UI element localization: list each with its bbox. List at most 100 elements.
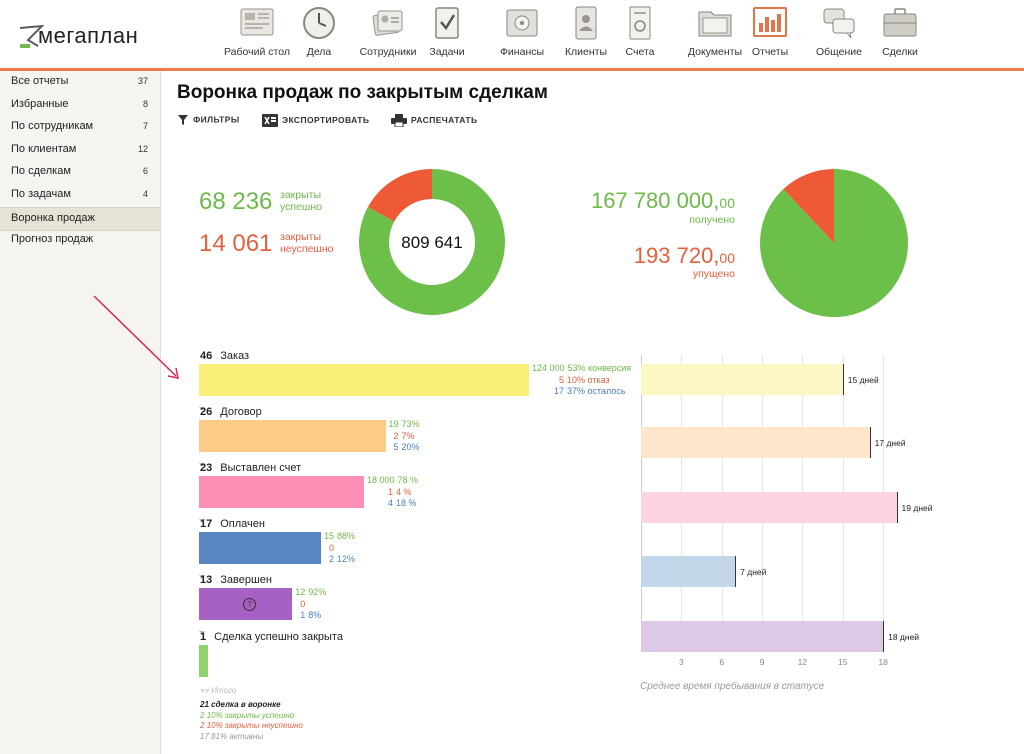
won-label-line1: закрыты [280, 189, 321, 201]
nav-item-desktop[interactable]: Рабочий стол [219, 4, 295, 62]
received-amount-int: 167 780 000, [590, 188, 720, 213]
funnel-stage-name: Завершен [220, 574, 272, 586]
logo-icon[interactable] [18, 20, 44, 50]
logo-text[interactable]: мегаплан [38, 23, 139, 48]
summary-line: 21 сделка в воронке [200, 700, 281, 709]
time-chart-bar[interactable] [641, 364, 844, 395]
funnel-stage-label: 26 Договор [200, 406, 262, 418]
funnel-stage-count: 1 [200, 631, 207, 643]
help-icon[interactable]: ? [243, 598, 256, 611]
print-button[interactable]: РАСПЕЧАТАТЬ [391, 114, 478, 128]
nav-item-chat[interactable]: Общение [801, 4, 877, 62]
time-chart-tick-label: 6 [719, 657, 725, 667]
summary-text: 10% закрыты неуспешно [206, 721, 303, 730]
time-chart-value-label: 15 дней [847, 375, 879, 385]
sidebar-item[interactable]: По сделкам 6 [0, 161, 160, 183]
stat-row-blue: 17 37% осталось [532, 386, 626, 398]
time-chart-bar[interactable] [641, 621, 885, 652]
export-label: ЭКСПОРТИРОВАТЬ [282, 114, 370, 125]
stat-value: 0 [328, 542, 334, 553]
summary-number: 17 [200, 731, 209, 741]
sidebar-item[interactable]: Все отчеты 37 [0, 71, 160, 93]
printer-icon [391, 114, 407, 128]
stat-row-green: 15 88% [324, 531, 413, 543]
filters-button[interactable]: ФИЛЬТРЫ [177, 114, 240, 126]
sidebar-item-count: 12 [137, 143, 148, 154]
sidebar-item[interactable]: Прогноз продаж [0, 229, 160, 251]
funnel-stage-stats: 12 92% 0 1 8% [295, 587, 384, 622]
funnel-bar[interactable] [199, 532, 321, 564]
time-chart-bar[interactable] [641, 492, 898, 523]
safe-icon [504, 6, 540, 40]
nav-item-clients[interactable]: Клиенты [548, 4, 624, 62]
clients-icon [568, 6, 604, 40]
stat-value: 15 [323, 531, 334, 541]
nav-item-documents[interactable]: Документы [677, 4, 753, 62]
funnel-bar[interactable] [199, 476, 364, 508]
nav-item-tasks[interactable]: Задачи [409, 4, 485, 62]
funnel-stage-label: 13 Завершен [200, 574, 272, 586]
stat-row-green: 124 000 53% конверсия [532, 363, 631, 375]
sidebar-item-count: 37 [137, 76, 148, 86]
won-count: 68 236 [199, 188, 273, 215]
total-label: Итого [211, 686, 237, 695]
nav-item-briefcase[interactable]: Сделки [862, 4, 938, 62]
funnel-bar[interactable] [199, 645, 208, 677]
nav-label: Счета [625, 46, 655, 58]
annotation-arrow [93, 295, 179, 379]
funnel-connector-icon [199, 510, 205, 523]
stat-row-red: 0 [324, 543, 413, 555]
pie-segment-1 [783, 169, 834, 243]
sidebar-item-count: 4 [142, 189, 148, 199]
stat-percent: 10% отказ [567, 374, 610, 385]
sidebar-item-label: Воронка продаж [11, 211, 95, 224]
stat-row-green: 19 73% [389, 419, 478, 431]
funnel-stage-name: Оплачен [220, 518, 265, 530]
stat-value: 4 [387, 498, 393, 508]
invoice-icon [622, 6, 658, 40]
stat-row-blue: 5 20% [389, 442, 478, 454]
time-chart-value-label: 17 дней [874, 438, 906, 448]
sidebar-item[interactable]: По сотрудникам 7 [0, 116, 160, 138]
stat-value: 124 000 [532, 363, 565, 373]
stat-percent: 7% [401, 430, 415, 441]
nav-item-clock[interactable]: Дела [281, 4, 357, 62]
summary-line: 17 81% активны [200, 732, 263, 741]
sidebar-item-label: По сделкам [11, 165, 71, 178]
funnel-bar[interactable] [199, 364, 529, 396]
funnel-stage-label: 23 Выставлен счет [200, 462, 301, 474]
sidebar-item[interactable]: Воронка продаж [0, 206, 160, 231]
time-chart-tick-label: 12 [797, 657, 808, 667]
stat-value: 18 000 [367, 475, 395, 485]
funnel-bar[interactable] [199, 420, 386, 452]
nav-label: Финансы [499, 46, 545, 58]
time-chart-bar[interactable] [641, 556, 737, 587]
nav-item-reports[interactable]: Отчеты [732, 4, 808, 62]
nav-label: Документы [687, 46, 743, 58]
stat-value: 1 [300, 610, 306, 620]
received-label: получено [689, 214, 735, 226]
sidebar-item-label: По сотрудникам [11, 120, 94, 133]
sidebar-item[interactable]: Избранные 8 [0, 94, 160, 116]
sidebar-item[interactable]: По задачам 4 [0, 184, 160, 206]
funnel-stage-name: Заказ [220, 350, 250, 362]
export-button[interactable]: ЭКСПОРТИРОВАТЬ [262, 114, 369, 127]
funnel-stage-label: 1 Сделка успешно закрыта [200, 631, 343, 643]
funnel-connector-icon [199, 622, 205, 635]
stat-percent: 53% конверсия [567, 363, 632, 373]
total-icon: ⩔⩔ [200, 686, 210, 695]
documents-icon [697, 6, 733, 40]
time-chart-bar[interactable] [641, 427, 871, 458]
sidebar-item-label: Избранные [11, 97, 69, 110]
stat-percent: 92% [308, 587, 327, 597]
stat-row-green: 12 92% [295, 587, 384, 599]
nav-item-invoice[interactable]: Счета [602, 4, 678, 62]
nav-item-safe[interactable]: Финансы [484, 4, 560, 62]
funnel-stage-name: Договор [220, 406, 262, 418]
stat-value: 0 [300, 598, 306, 609]
sidebar-item[interactable]: По клиентам 12 [0, 139, 160, 161]
nav-item-employees[interactable]: Сотрудники [350, 4, 426, 62]
stat-value: 1 [387, 486, 393, 497]
summary-text: 10% закрыты успешно [206, 710, 295, 720]
stat-value: 5 [558, 374, 564, 385]
